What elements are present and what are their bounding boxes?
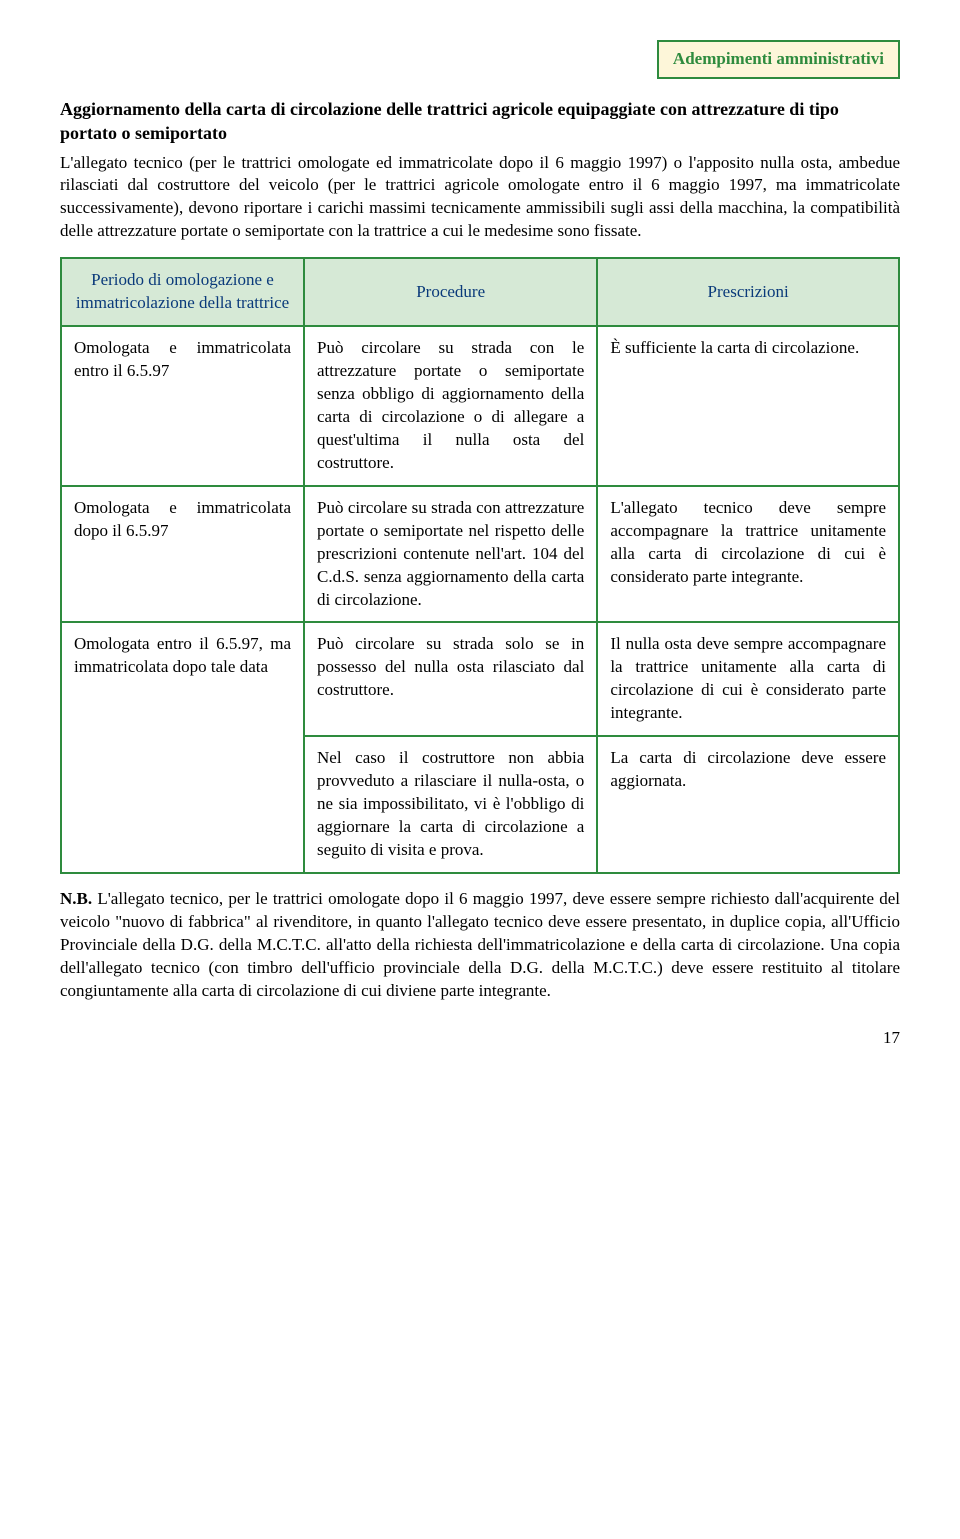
cell-procedure: Può circolare su strada con attrezzature… [304, 486, 597, 623]
th-prescrizioni: Prescrizioni [597, 258, 899, 326]
cell-periodo: Omologata entro il 6.5.97, ma immatricol… [61, 622, 304, 872]
footnote-text: L'allegato tecnico, per le trattrici omo… [60, 889, 900, 1000]
cell-procedure: Nel caso il costruttore non abbia provve… [304, 736, 597, 873]
table-row: Omologata e immatricolata entro il 6.5.9… [61, 326, 899, 486]
cell-prescrizioni: È sufficiente la carta di circolazione. [597, 326, 899, 486]
cell-procedure: Può circolare su strada con le attrezzat… [304, 326, 597, 486]
th-procedure: Procedure [304, 258, 597, 326]
table-row: Omologata e immatricolata dopo il 6.5.97… [61, 486, 899, 623]
cell-prescrizioni: L'allegato tecnico deve sempre accompagn… [597, 486, 899, 623]
cell-periodo: Omologata e immatricolata dopo il 6.5.97 [61, 486, 304, 623]
footnote: N.B. L'allegato tecnico, per le trattric… [60, 888, 900, 1003]
procedures-table: Periodo di omologazione e immatricolazio… [60, 257, 900, 874]
th-periodo: Periodo di omologazione e immatricolazio… [61, 258, 304, 326]
header-badge: Adempimenti amministrativi [657, 40, 900, 79]
table-header-row: Periodo di omologazione e immatricolazio… [61, 258, 899, 326]
table-row: Omologata entro il 6.5.97, ma immatricol… [61, 622, 899, 736]
section-title: Aggiornamento della carta di circolazion… [60, 97, 900, 146]
cell-procedure: Può circolare su strada solo se in posse… [304, 622, 597, 736]
page-number: 17 [60, 1027, 900, 1050]
cell-prescrizioni: Il nulla osta deve sempre accompagnare l… [597, 622, 899, 736]
footnote-label: N.B. [60, 889, 92, 908]
cell-prescrizioni: La carta di circolazione deve essere agg… [597, 736, 899, 873]
intro-paragraph: L'allegato tecnico (per le trattrici omo… [60, 152, 900, 244]
cell-periodo: Omologata e immatricolata entro il 6.5.9… [61, 326, 304, 486]
